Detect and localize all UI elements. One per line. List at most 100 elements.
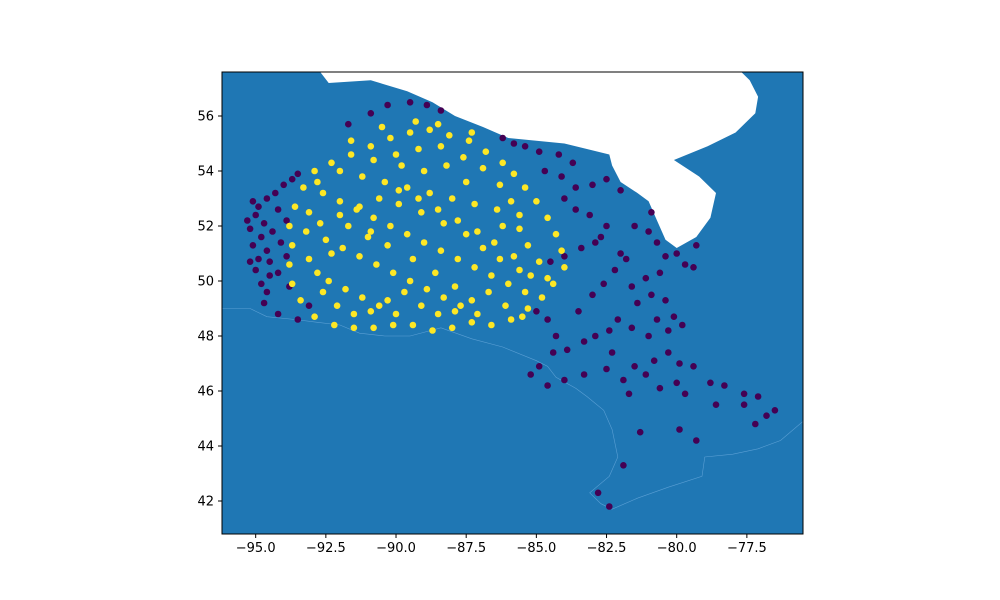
y-axis: 42 44 46 48 50 52 54 56	[197, 110, 222, 510]
data-point	[283, 217, 290, 224]
data-point	[398, 162, 405, 169]
data-point	[693, 242, 700, 249]
data-point	[645, 332, 652, 340]
data-point	[437, 107, 445, 114]
data-point	[670, 313, 678, 321]
data-point	[493, 206, 501, 213]
data-point	[544, 382, 551, 389]
data-point	[305, 255, 313, 263]
data-point	[249, 198, 257, 205]
data-point	[479, 244, 487, 252]
data-point	[392, 151, 400, 158]
data-point	[558, 247, 565, 254]
data-point	[614, 316, 622, 323]
series-0	[244, 99, 779, 510]
data-point	[423, 101, 431, 109]
data-point	[603, 365, 610, 373]
data-point	[246, 258, 254, 266]
data-point	[589, 181, 596, 189]
data-point	[274, 310, 282, 318]
data-point	[356, 252, 363, 260]
data-point	[418, 209, 425, 216]
data-point	[603, 222, 610, 230]
data-point	[333, 302, 341, 310]
data-point	[673, 379, 680, 387]
data-point	[636, 428, 644, 436]
data-point	[521, 143, 529, 150]
data-point	[288, 175, 296, 183]
data-point	[426, 126, 434, 134]
data-point	[364, 233, 372, 241]
data-point	[608, 349, 616, 356]
data-point	[269, 228, 276, 235]
data-point	[274, 269, 282, 277]
data-point	[606, 327, 613, 334]
data-point	[387, 134, 394, 142]
data-point	[521, 288, 529, 296]
data-point	[544, 214, 551, 222]
data-point	[384, 101, 391, 109]
data-point	[378, 123, 386, 131]
y-tick-label: 56	[197, 110, 214, 125]
data-point	[533, 198, 540, 205]
data-point	[549, 349, 557, 356]
data-point	[311, 167, 318, 175]
data-point	[620, 376, 627, 384]
data-point	[457, 302, 464, 310]
y-tick-label: 50	[197, 275, 214, 290]
data-point	[645, 228, 652, 235]
data-point	[653, 316, 661, 323]
data-point	[319, 189, 327, 197]
data-point	[328, 159, 335, 167]
x-tick-label: −95.0	[236, 541, 276, 556]
data-point	[294, 316, 302, 323]
data-point	[252, 211, 259, 219]
data-point	[331, 321, 338, 329]
data-point	[294, 170, 302, 178]
data-point	[246, 225, 254, 233]
data-point	[420, 239, 428, 246]
data-point	[443, 162, 450, 169]
data-point	[488, 272, 495, 279]
series-1	[286, 118, 568, 334]
data-point	[507, 198, 515, 205]
data-point	[549, 280, 557, 288]
data-point	[325, 277, 333, 285]
data-point	[403, 184, 411, 191]
data-point	[594, 489, 602, 497]
land-region	[222, 72, 803, 534]
data-point	[631, 222, 638, 230]
data-point	[454, 217, 462, 224]
data-point	[681, 390, 689, 398]
data-point	[603, 175, 610, 183]
data-point	[516, 225, 523, 233]
data-point	[491, 239, 498, 246]
data-point	[516, 266, 523, 274]
data-point	[406, 99, 414, 106]
data-point	[681, 261, 689, 268]
data-point	[575, 308, 582, 315]
data-point	[653, 239, 661, 246]
data-point	[342, 285, 349, 293]
data-point	[258, 280, 265, 288]
data-point	[302, 228, 310, 235]
data-point	[367, 308, 375, 315]
data-point	[381, 178, 389, 186]
data-point	[662, 252, 669, 260]
data-point	[648, 291, 655, 299]
data-point	[370, 214, 377, 222]
x-tick-label: −90.0	[376, 541, 416, 556]
data-point	[580, 338, 588, 345]
data-point	[527, 371, 534, 378]
data-point	[544, 274, 551, 282]
data-point	[429, 327, 436, 334]
data-point	[622, 255, 630, 263]
data-point	[387, 222, 394, 230]
data-point	[510, 140, 518, 147]
data-point	[345, 222, 352, 230]
data-point	[288, 242, 296, 249]
data-point	[693, 437, 700, 444]
data-point	[617, 250, 624, 257]
data-point	[499, 222, 507, 230]
